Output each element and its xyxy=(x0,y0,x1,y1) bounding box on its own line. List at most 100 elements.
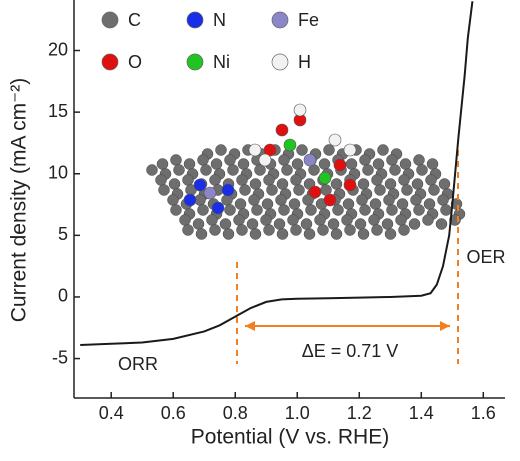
atom xyxy=(170,204,182,216)
atom xyxy=(219,218,232,230)
atom xyxy=(278,204,290,216)
legend-swatch xyxy=(101,11,119,29)
atom xyxy=(237,158,250,170)
atom xyxy=(182,224,194,236)
atom xyxy=(389,164,401,176)
atom xyxy=(372,158,385,170)
atom xyxy=(215,144,227,156)
atom xyxy=(287,214,299,226)
atom xyxy=(182,174,194,186)
atom xyxy=(344,224,356,236)
atom xyxy=(411,178,424,190)
atom xyxy=(371,224,383,236)
atom xyxy=(413,154,425,166)
atom xyxy=(227,164,239,176)
legend-swatch xyxy=(101,53,119,71)
legend-label: Fe xyxy=(298,10,319,30)
x-tick-label: 1.2 xyxy=(347,403,372,423)
atom xyxy=(263,143,277,157)
atom xyxy=(276,178,289,190)
atom xyxy=(183,193,197,207)
atom xyxy=(293,184,305,196)
atom xyxy=(369,198,382,210)
atom xyxy=(398,224,410,236)
atom xyxy=(290,224,302,236)
atom xyxy=(183,158,196,170)
y-tick-label: 0 xyxy=(58,286,68,306)
atom xyxy=(425,174,437,186)
atom xyxy=(273,218,286,230)
atom xyxy=(396,198,409,210)
atom xyxy=(342,198,355,210)
atom xyxy=(249,228,262,240)
atom xyxy=(317,224,329,236)
atom xyxy=(293,103,307,117)
atom xyxy=(323,193,337,207)
atom xyxy=(254,164,266,176)
atom xyxy=(206,214,218,226)
x-axis-label: Potential (V vs. RHE) xyxy=(191,426,389,449)
atom xyxy=(158,184,170,196)
atom xyxy=(209,224,221,236)
atom xyxy=(193,178,207,192)
atom xyxy=(261,198,274,210)
atom xyxy=(343,143,357,157)
atom xyxy=(330,178,343,190)
atom xyxy=(435,218,448,230)
y-tick-label: 15 xyxy=(48,101,68,121)
atom xyxy=(440,204,452,216)
legend-swatch xyxy=(186,53,204,71)
atom xyxy=(341,214,353,226)
atom xyxy=(423,198,436,210)
atom xyxy=(332,204,344,216)
legend-label: N xyxy=(213,10,226,30)
x-tick-label: 0.4 xyxy=(99,403,124,423)
atom xyxy=(410,194,422,206)
atom xyxy=(233,214,245,226)
atom xyxy=(291,158,304,170)
atom xyxy=(239,184,251,196)
atom xyxy=(357,228,370,240)
atom xyxy=(170,154,182,166)
y-tick-label: 10 xyxy=(48,162,68,182)
atom xyxy=(398,174,410,186)
atom xyxy=(195,228,208,240)
x-tick-label: 0.6 xyxy=(161,403,186,423)
atom xyxy=(168,178,181,190)
atom xyxy=(197,204,209,216)
atom xyxy=(210,158,223,170)
atom xyxy=(318,158,331,170)
molecule-inset xyxy=(146,103,466,240)
atom xyxy=(357,178,370,190)
atom xyxy=(343,178,357,192)
atom xyxy=(362,164,374,176)
atom xyxy=(236,174,248,186)
x-tick-label: 0.8 xyxy=(223,403,248,423)
line xyxy=(80,1,474,347)
atom xyxy=(381,218,394,230)
legend-label: Ni xyxy=(213,52,230,72)
atom xyxy=(374,184,386,196)
atom xyxy=(428,184,440,196)
y-tick-label: 5 xyxy=(58,224,68,244)
atom xyxy=(345,158,358,170)
atom xyxy=(371,174,383,186)
atom xyxy=(333,158,347,172)
atom xyxy=(438,178,451,190)
atom xyxy=(356,194,368,206)
legend-label: O xyxy=(128,52,142,72)
atom xyxy=(368,214,380,226)
delta-e-label: ΔE = 0.71 V xyxy=(302,341,399,361)
y-tick-label: 20 xyxy=(48,39,68,59)
atom xyxy=(234,198,247,210)
atom xyxy=(224,154,236,166)
atom xyxy=(222,228,235,240)
atom xyxy=(200,164,212,176)
atom xyxy=(386,204,398,216)
atom xyxy=(203,186,217,200)
atom xyxy=(318,171,332,185)
atom xyxy=(377,144,389,156)
atom xyxy=(263,224,275,236)
atom xyxy=(173,164,185,176)
